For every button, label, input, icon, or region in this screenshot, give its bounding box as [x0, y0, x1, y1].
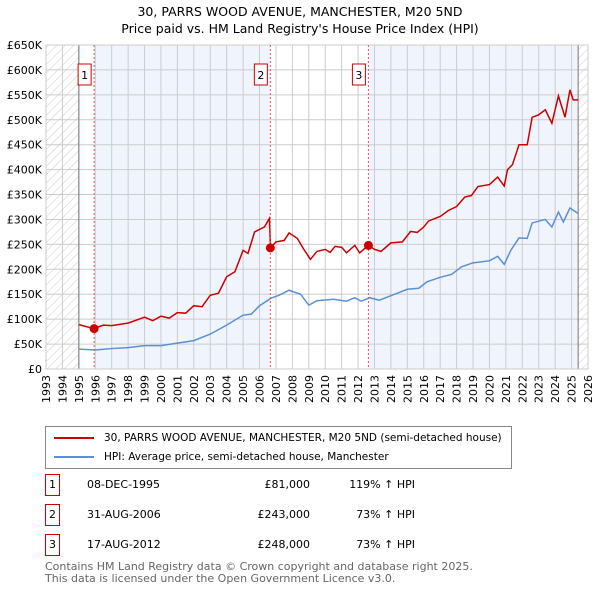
sale-hpi: 73% ↑ HPI [356, 538, 415, 551]
x-tick-label: 2003 [204, 375, 217, 403]
plot-border [45, 44, 589, 370]
y-tick-label: £200K [7, 263, 43, 276]
shaded-period [94, 45, 271, 369]
legend-item-hpi: HPI: Average price, semi-detached house,… [54, 448, 389, 466]
title-line: 30, PARRS WOOD AVENUE, MANCHESTER, M20 5… [137, 4, 463, 19]
sale-label-box [351, 63, 366, 86]
sale-date: 31-AUG-2006 [87, 508, 161, 521]
x-tick-label: 1995 [73, 375, 86, 403]
sale-price: £243,000 [257, 508, 311, 521]
x-tick-label: 2026 [582, 375, 595, 403]
x-tick-label: 2023 [533, 375, 546, 403]
x-tick-label: 1996 [89, 375, 102, 403]
x-tick-label: 2018 [451, 375, 464, 403]
y-tick-label: £50K [14, 338, 43, 351]
sale-price: £81,000 [264, 478, 311, 491]
x-tick-label: 2016 [418, 375, 431, 403]
x-tick-label: 2009 [303, 375, 316, 403]
x-tick-label: 2015 [401, 375, 414, 403]
x-tick-label: 1993 [40, 375, 53, 403]
sale-marker-badge: 2 [45, 504, 60, 526]
property-price-line [78, 89, 579, 330]
sale-marker-badge: 1 [45, 474, 60, 496]
legend-label: 30, PARRS WOOD AVENUE, MANCHESTER, M20 5… [104, 432, 502, 444]
sale-hpi: 73% ↑ HPI [356, 508, 415, 521]
legend-item-property: 30, PARRS WOOD AVENUE, MANCHESTER, M20 5… [54, 429, 502, 447]
x-tick-label: 1994 [56, 375, 69, 403]
sale-row: 2 31-AUG-2006 £243,000 73% ↑ HPI [45, 504, 425, 526]
x-tick-label: 2004 [221, 375, 234, 403]
x-tick-label: 2019 [467, 375, 480, 403]
y-tick-label: £600K [7, 64, 43, 77]
legend-label: HPI: Average price, semi-detached house,… [104, 451, 389, 463]
x-tick-label: 2024 [549, 375, 562, 403]
x-tick-label: 2013 [368, 375, 381, 403]
y-tick-label: £450K [7, 139, 43, 152]
x-tick-label: 1998 [122, 375, 135, 403]
hpi-line [78, 206, 579, 351]
sale-point [363, 240, 373, 250]
footer-line: Contains HM Land Registry data © Crown c… [45, 560, 473, 573]
y-tick-label: £650K [7, 39, 43, 52]
price-chart: 1 2 3 1993 1994 1995 1996 1997 1998 1999 2000 2001 2… [7, 39, 595, 403]
x-tick-label: 2014 [385, 375, 398, 403]
y-tick-label: £250K [7, 238, 43, 251]
footer-line: This data is licensed under the Open Gov… [45, 572, 396, 585]
x-tick-label: 2022 [516, 375, 529, 403]
x-tick-label: 2010 [319, 375, 332, 403]
x-tick-label: 2012 [352, 375, 365, 403]
sale-label-box [77, 63, 92, 86]
sale-date: 17-AUG-2012 [87, 538, 161, 551]
legend: 30, PARRS WOOD AVENUE, MANCHESTER, M20 5… [45, 426, 512, 469]
subtitle-line: Price paid vs. HM Land Registry's House … [121, 21, 479, 36]
x-tick-label: 2006 [254, 375, 267, 403]
hatched-region [578, 45, 588, 369]
sale-label-box [253, 63, 268, 86]
sale-point [265, 243, 275, 253]
y-tick-label: £550K [7, 89, 43, 102]
y-tick-label: £150K [7, 288, 43, 301]
x-tick-label: 2005 [237, 375, 250, 403]
chart-title: 30, PARRS WOOD AVENUE, MANCHESTER, M20 5… [0, 3, 600, 37]
y-tick-label: £400K [7, 164, 43, 177]
sale-label: 3 [355, 69, 362, 82]
x-tick-label: 2020 [483, 375, 496, 403]
sale-row: 1 08-DEC-1995 £81,000 119% ↑ HPI [45, 474, 425, 496]
x-tick-label: 2007 [270, 375, 283, 403]
sale-price: £248,000 [257, 538, 311, 551]
y-tick-label: £300K [7, 213, 43, 226]
sale-point [89, 324, 99, 334]
x-tick-label: 2011 [336, 375, 349, 403]
sale-label: 2 [257, 69, 264, 82]
sale-label: 1 [81, 69, 88, 82]
x-tick-label: 1997 [106, 375, 119, 403]
x-tick-label: 2001 [171, 375, 184, 403]
x-tick-label: 2002 [188, 375, 201, 403]
sale-marker-badge: 3 [45, 534, 60, 556]
x-tick-label: 2017 [434, 375, 447, 403]
blue-line-swatch [54, 456, 94, 458]
red-line-swatch [54, 437, 94, 439]
footer: Contains HM Land Registry data © Crown c… [45, 561, 473, 585]
y-tick-label: £0 [28, 363, 42, 376]
y-tick-label: £100K [7, 313, 43, 326]
y-tick-label: £350K [7, 189, 43, 202]
x-tick-label: 2025 [566, 375, 579, 403]
x-tick-label: 2021 [500, 375, 513, 403]
sale-date: 08-DEC-1995 [87, 478, 161, 491]
x-tick-label: 2008 [286, 375, 299, 403]
x-tick-label: 2000 [155, 375, 168, 403]
x-tick-label: 1999 [139, 375, 152, 403]
sale-hpi: 119% ↑ HPI [349, 478, 415, 491]
sale-row: 3 17-AUG-2012 £248,000 73% ↑ HPI [45, 534, 425, 556]
y-tick-label: £500K [7, 114, 43, 127]
